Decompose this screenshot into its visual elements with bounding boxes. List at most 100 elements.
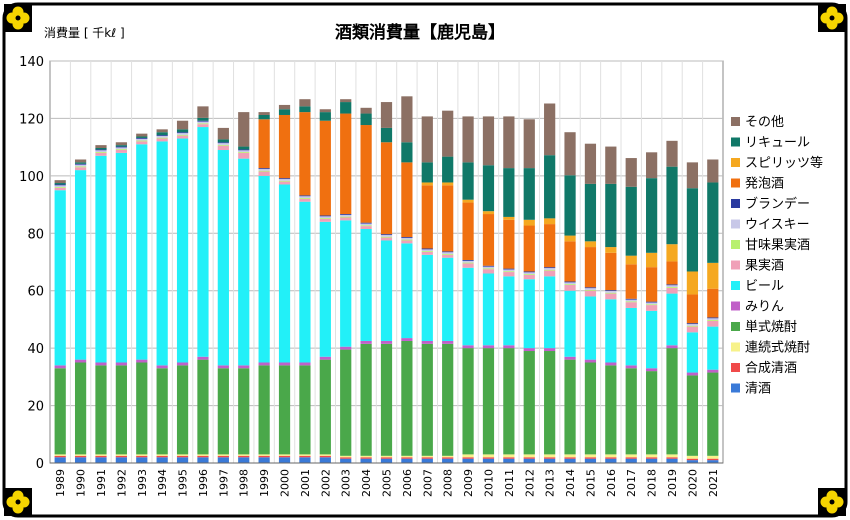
bar-segment (217, 143, 229, 145)
legend-label: 単式焼酎 (745, 319, 797, 335)
bar-segment (380, 102, 393, 128)
bar-segment (238, 152, 250, 153)
bar-segment (401, 96, 413, 143)
bar-segment (319, 218, 331, 219)
legend-label: 清酒 (745, 382, 771, 397)
bar-segment (421, 254, 433, 341)
bar-segment (319, 216, 331, 219)
bar-segment (707, 326, 719, 370)
bar-segment (319, 218, 331, 222)
bar-segment (340, 99, 352, 103)
bar-segment (503, 219, 515, 269)
bar-segment (564, 241, 576, 282)
bar-segment (421, 343, 433, 456)
bar-segment (95, 362, 107, 366)
bar-segment (686, 375, 699, 456)
bar-segment (686, 460, 699, 463)
bar-segment (401, 243, 413, 339)
bar-segment (605, 458, 617, 463)
bar-segment (503, 276, 515, 346)
bar-segment (503, 454, 515, 458)
bar-segment (380, 340, 393, 344)
bar-segment (666, 284, 678, 286)
bar-segment (74, 454, 87, 456)
bar-segment (646, 301, 658, 303)
bar-segment (482, 454, 495, 458)
bar-segment (156, 132, 168, 136)
bar-segment (544, 351, 556, 455)
bar-segment (74, 457, 87, 463)
bar-segment (340, 455, 352, 458)
bar-segment (421, 457, 433, 459)
bar-segment (74, 455, 87, 458)
bar-segment (564, 284, 576, 291)
bar-segment (340, 113, 352, 215)
bar-segment (544, 276, 556, 349)
bar-segment (115, 149, 127, 151)
x-tick-label: 2020 (686, 469, 699, 497)
bar-segment (319, 112, 331, 121)
bar-segment (686, 458, 699, 461)
bar-segment (136, 359, 148, 363)
bar-segment (564, 458, 576, 463)
bar-segment (340, 349, 352, 456)
bar-segment (523, 168, 535, 220)
bar-segment (95, 152, 107, 156)
bar-segment (217, 454, 229, 456)
y-tick-label: 120 (19, 112, 44, 127)
legend-label: 発泡酒 (745, 177, 784, 192)
bar-segment (584, 183, 597, 242)
bar-segment (462, 162, 474, 200)
bar-segment (360, 222, 372, 224)
corner-flower-icon (4, 4, 32, 32)
bar-segment (707, 182, 719, 263)
bar-segment (299, 362, 311, 366)
bar-segment (380, 458, 393, 463)
bar-segment (605, 365, 617, 455)
bar-segment (625, 302, 637, 308)
bar-segment (707, 458, 719, 461)
bar-segment (258, 365, 270, 455)
bar-segment (258, 168, 270, 171)
bar-segment (95, 150, 107, 153)
bar-segment (625, 368, 637, 455)
bar-segment (442, 252, 454, 254)
bar-segment (421, 116, 433, 163)
bar-segment (421, 185, 433, 249)
bar-segment (197, 454, 209, 456)
bar-segment (707, 369, 719, 373)
bar-segment (176, 455, 189, 458)
bar-segment (401, 239, 413, 241)
x-tick-label: 2016 (605, 469, 618, 497)
bar-segment (278, 179, 291, 181)
bar-segment (625, 255, 637, 265)
bar-segment (625, 365, 637, 369)
bar-segment (360, 226, 372, 229)
bar-segment (686, 325, 699, 327)
bar-segment (340, 220, 352, 347)
bar-segment (176, 129, 189, 133)
bar-segment (380, 235, 393, 237)
x-tick-label: 2010 (482, 469, 495, 497)
bar-segment (380, 343, 393, 456)
bar-segment (523, 457, 535, 459)
bar-segment (442, 257, 454, 341)
bar-segment (666, 348, 678, 455)
bar-segment (523, 454, 535, 458)
x-tick-label: 1992 (115, 469, 128, 497)
bar-segment (605, 457, 617, 459)
bar-segment (584, 287, 597, 289)
bar-segment (462, 348, 474, 455)
bar-segment (197, 455, 209, 458)
bar-segment (176, 138, 189, 363)
y-tick-label: 0 (36, 457, 44, 472)
bar-segment (646, 305, 658, 311)
bar-segment (176, 132, 189, 134)
bar-segment (340, 214, 352, 217)
bar-segment (401, 237, 413, 240)
bar-segment (421, 455, 433, 458)
y-tick-label: 140 (19, 55, 44, 70)
bar-segment (380, 457, 393, 459)
x-tick-label: 1993 (136, 469, 149, 497)
legend-label: ブランデー (745, 196, 810, 212)
